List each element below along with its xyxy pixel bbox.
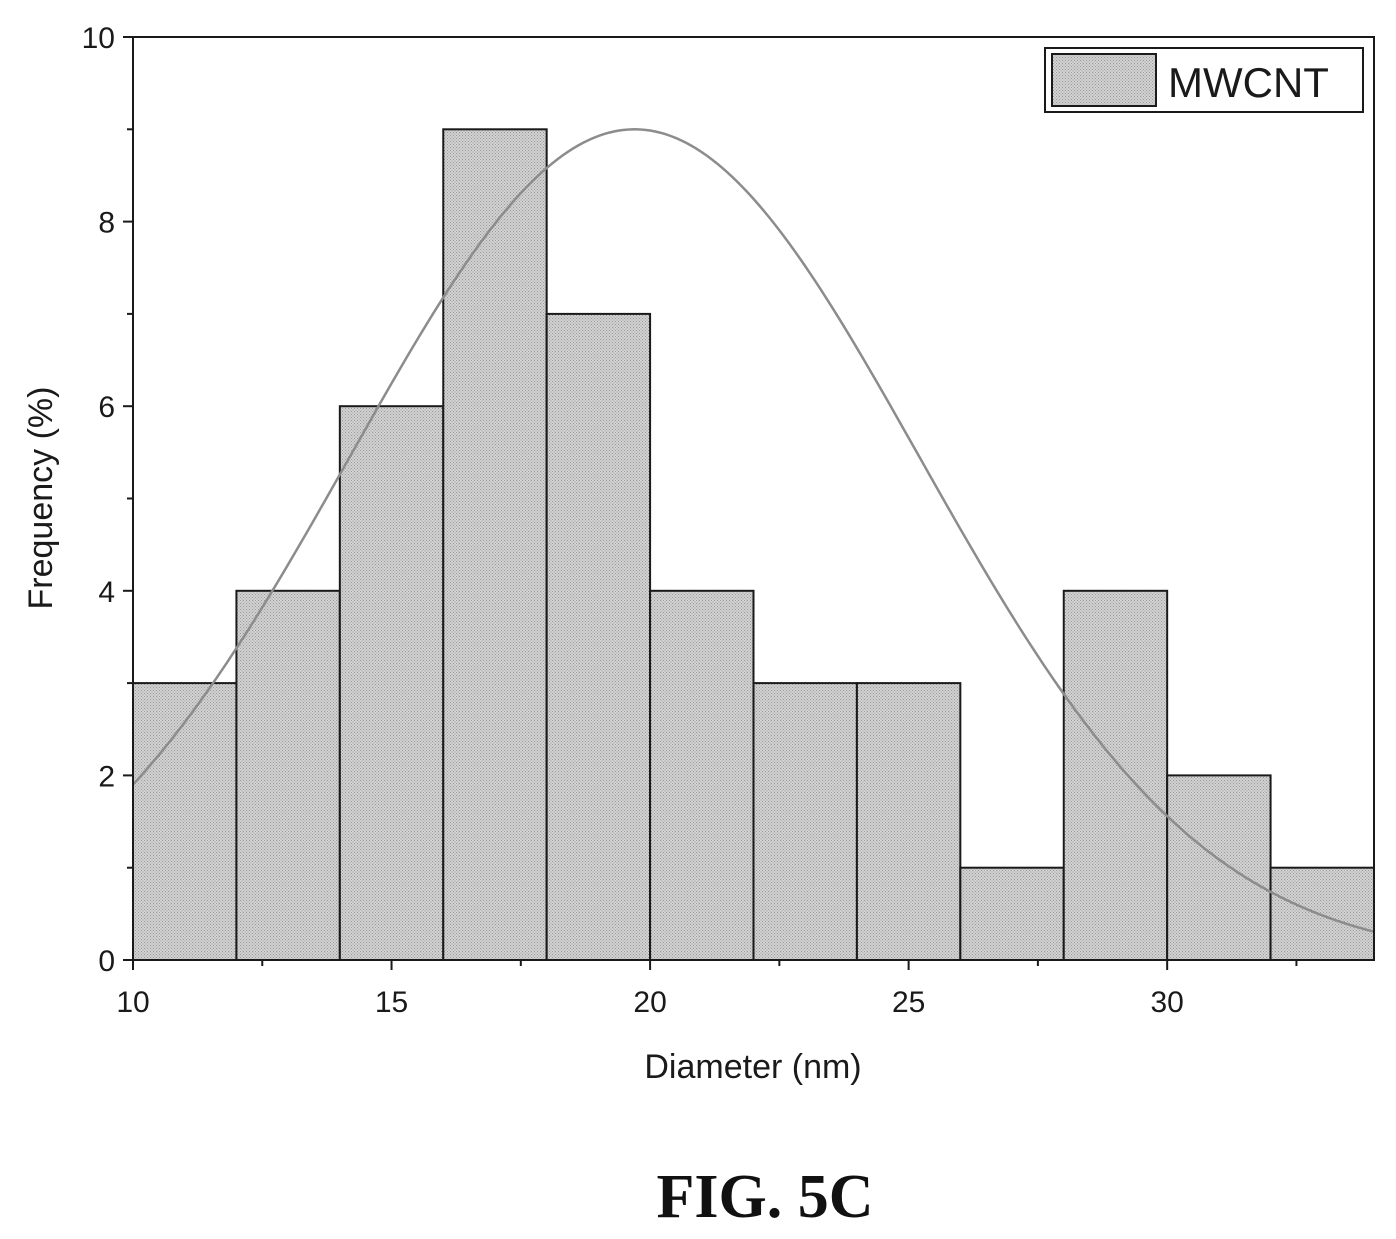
histogram-bar xyxy=(855,682,962,961)
x-tick-label: 10 xyxy=(116,986,149,1019)
legend-swatch xyxy=(1051,53,1157,107)
histogram-bar xyxy=(1062,589,1169,961)
histogram-bar xyxy=(752,682,858,961)
y-tick-label: 6 xyxy=(98,391,115,424)
bars-layer xyxy=(132,128,1376,962)
histogram-bar xyxy=(442,128,548,962)
histogram-bar xyxy=(649,589,755,961)
histogram-bar xyxy=(235,589,341,961)
y-tick-label: 2 xyxy=(98,760,115,793)
ticks-layer: 10 15 20 25 30 0 2 4 6 8 10 xyxy=(82,22,1298,1019)
legend-label: MWCNT xyxy=(1168,59,1329,106)
y-tick-label: 4 xyxy=(98,576,115,609)
y-tick-label: 10 xyxy=(82,22,115,55)
x-tick-label: 15 xyxy=(375,986,408,1019)
histogram-bar xyxy=(1166,774,1272,962)
x-axis-title: Diameter (nm) xyxy=(644,1048,861,1086)
y-axis-title: Frequency (%) xyxy=(22,387,60,610)
histogram-bar xyxy=(959,866,1065,962)
gaussian-fit-curve xyxy=(132,128,1375,933)
figure-caption: FIG. 5C xyxy=(657,1163,874,1231)
histogram-bar xyxy=(545,312,652,961)
x-tick-label: 30 xyxy=(1150,986,1183,1019)
legend: MWCNT xyxy=(1044,47,1364,113)
x-tick-label: 20 xyxy=(633,986,666,1019)
y-tick-label: 0 xyxy=(98,945,115,978)
histogram-bar xyxy=(338,405,445,961)
y-tick-label: 8 xyxy=(98,207,115,240)
x-tick-label: 25 xyxy=(892,986,925,1019)
histogram-bar xyxy=(1269,866,1376,962)
histogram-bar xyxy=(132,682,238,961)
